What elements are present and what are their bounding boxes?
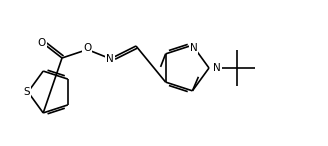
Text: S: S <box>24 87 30 97</box>
Text: O: O <box>83 43 91 53</box>
Text: N: N <box>190 43 197 53</box>
Text: N: N <box>213 63 221 73</box>
Text: N: N <box>106 54 114 64</box>
Text: O: O <box>38 38 46 48</box>
